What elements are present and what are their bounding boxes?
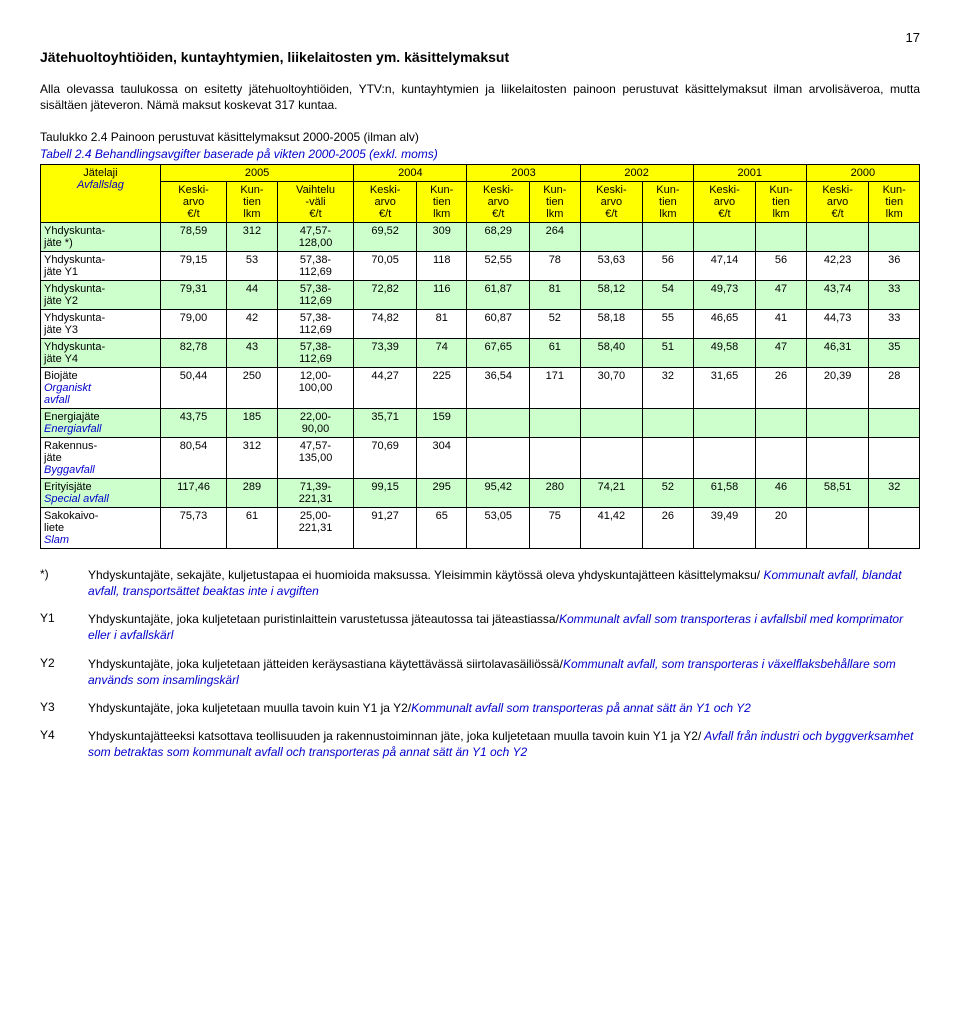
footnote: Y2Yhdyskuntajäte, joka kuljetetaan jätte… [40,656,920,688]
table-row: BiojäteOrganisktavfall50,4425012,00-100,… [41,367,920,408]
table-row: Yhdyskunta-jäte Y482,784357,38-112,6973,… [41,338,920,367]
table-caption-sv: Tabell 2.4 Behandlingsavgifter baserade … [40,147,438,161]
table-row: Rakennus-jäteByggavfall80,5431247,57-135… [41,437,920,478]
footnote-text: Yhdyskuntajätteeksi katsottava teollisuu… [88,728,920,760]
table-row: ErityisjäteSpecial avfall117,4628971,39-… [41,478,920,507]
footnote: *)Yhdyskuntajäte, sekajäte, kuljetustapa… [40,567,920,599]
table-caption-fi: Taulukko 2.4 Painoon perustuvat käsittel… [40,130,419,144]
table-row: Yhdyskunta-jäte Y379,004257,38-112,6974,… [41,309,920,338]
data-table: JätelajiAvfallslag2005200420032002200120… [40,164,920,549]
intro-paragraph: Alla olevassa taulukossa on esitetty jät… [40,81,920,113]
page-title: Jätehuoltoyhtiöiden, kuntayhtymien, liik… [40,49,920,65]
table-row: EnergiajäteEnergiavfall43,7518522,00-90,… [41,408,920,437]
table-caption: Taulukko 2.4 Painoon perustuvat käsittel… [40,129,920,161]
footnote-key: Y3 [40,700,88,716]
footnote-text: Yhdyskuntajäte, joka kuljetetaan puristi… [88,611,920,643]
footnote: Y1Yhdyskuntajäte, joka kuljetetaan puris… [40,611,920,643]
table-row: Yhdyskunta-jäte Y179,155357,38-112,6970,… [41,251,920,280]
footnote-text: Yhdyskuntajäte, joka kuljetetaan jätteid… [88,656,920,688]
table-row: Yhdyskunta-jäte *)78,5931247,57-128,0069… [41,222,920,251]
footnote: Y4Yhdyskuntajätteeksi katsottava teollis… [40,728,920,760]
footnote-text: Yhdyskuntajäte, joka kuljetetaan muulla … [88,700,920,716]
footnotes: *)Yhdyskuntajäte, sekajäte, kuljetustapa… [40,567,920,761]
footnote-key: Y4 [40,728,88,760]
footnote-key: Y1 [40,611,88,643]
footnote: Y3Yhdyskuntajäte, joka kuljetetaan muull… [40,700,920,716]
footnote-text: Yhdyskuntajäte, sekajäte, kuljetustapaa … [88,567,920,599]
table-row: Yhdyskunta-jäte Y279,314457,38-112,6972,… [41,280,920,309]
footnote-key: *) [40,567,88,599]
footnote-key: Y2 [40,656,88,688]
page-number: 17 [40,30,920,45]
table-row: Sakokaivo-lieteSlam75,736125,00-221,3191… [41,507,920,548]
